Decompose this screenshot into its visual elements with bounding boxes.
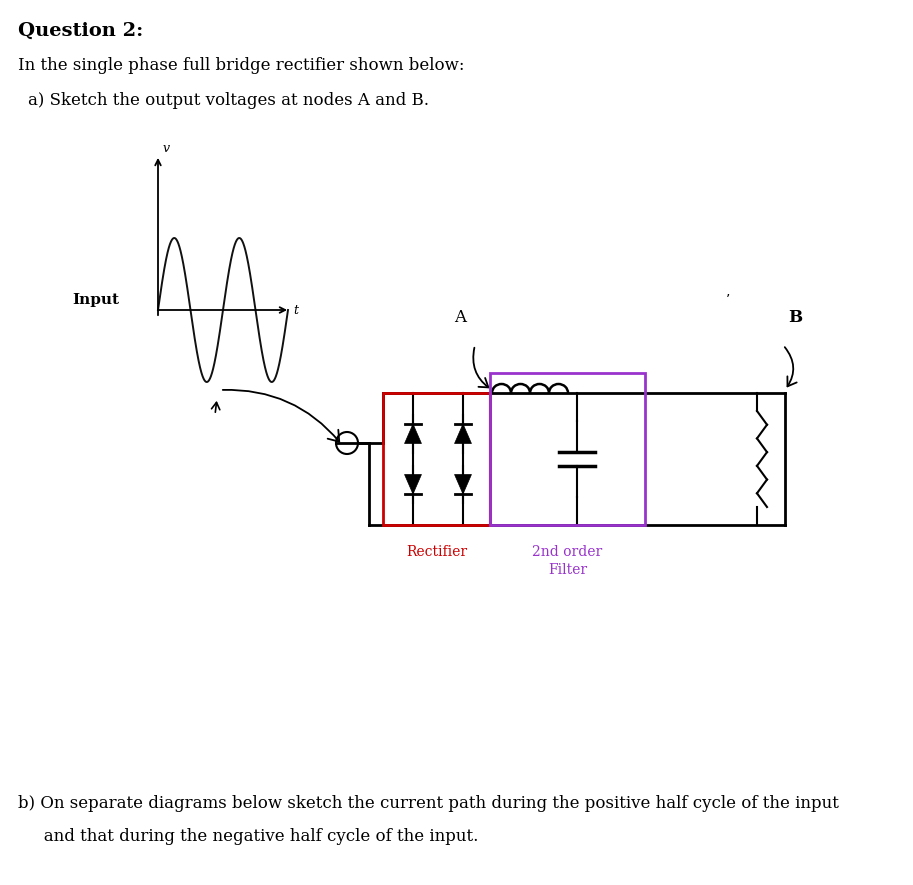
Text: t: t — [293, 304, 298, 317]
Text: Question 2:: Question 2: — [18, 22, 143, 40]
Bar — [383, 393, 490, 525]
Text: v: v — [163, 142, 170, 155]
Text: In the single phase full bridge rectifier shown below:: In the single phase full bridge rectifie… — [18, 57, 465, 74]
Text: Filter: Filter — [548, 563, 587, 577]
FancyArrowPatch shape — [473, 348, 488, 388]
Text: Input: Input — [72, 293, 119, 307]
FancyArrowPatch shape — [785, 347, 797, 387]
Polygon shape — [404, 474, 422, 494]
Text: B: B — [788, 310, 802, 327]
Polygon shape — [455, 474, 471, 494]
Text: and that during the negative half cycle of the input.: and that during the negative half cycle … — [28, 828, 478, 845]
FancyArrowPatch shape — [223, 390, 340, 442]
Text: A: A — [454, 310, 466, 327]
FancyArrowPatch shape — [212, 403, 220, 412]
Bar — [490, 373, 645, 525]
Text: b) On separate diagrams below sketch the current path during the positive half c: b) On separate diagrams below sketch the… — [18, 795, 839, 812]
Text: a) Sketch the output voltages at nodes A and B.: a) Sketch the output voltages at nodes A… — [28, 92, 429, 109]
Text: 2nd order: 2nd order — [532, 545, 603, 559]
Polygon shape — [404, 424, 422, 443]
Text: Rectifier: Rectifier — [406, 545, 467, 559]
Polygon shape — [455, 424, 471, 443]
Text: ’: ’ — [726, 293, 730, 307]
